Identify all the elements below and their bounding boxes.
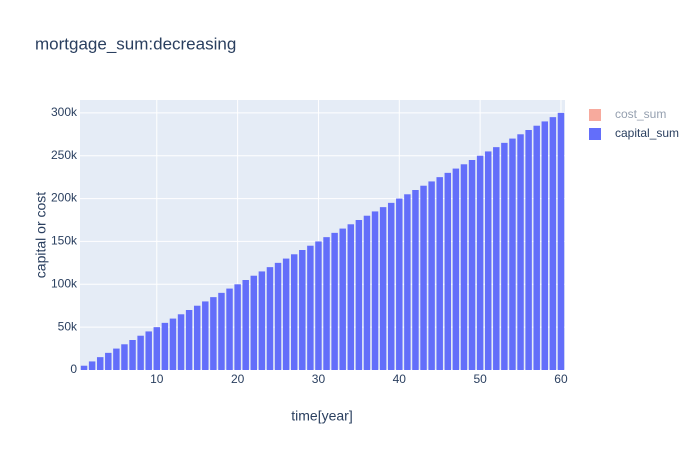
bar [169,318,177,370]
bar [153,327,161,370]
bar [436,177,443,370]
bar [137,335,144,370]
bar [113,348,120,370]
x-axis-title: time[year] [291,408,352,424]
bar [339,228,346,370]
bar [242,280,249,370]
bar [525,130,532,370]
bar [145,331,152,370]
bar [533,125,540,370]
y-tick-label: 0 [70,362,77,376]
legend-label: capital_sum [615,126,679,140]
bar [484,151,492,370]
legend-swatch [589,109,601,121]
x-tick-label: 30 [312,372,326,386]
bar [396,198,403,370]
bar [452,168,460,370]
bar [541,121,549,370]
bar [177,314,185,370]
bar [234,284,241,370]
bar [355,220,363,370]
bar [468,160,476,370]
bar [250,275,258,370]
bar [290,254,298,370]
bar [460,164,468,370]
y-tick-label: 50k [58,319,78,333]
bar [121,344,128,370]
bar [226,288,233,370]
x-tick-label: 60 [554,372,568,386]
legend-label: cost_sum [615,107,666,121]
bar [387,202,395,370]
bar [161,322,169,370]
bar [493,147,500,370]
legend-swatch [589,128,601,140]
bar [444,172,452,370]
bar [105,352,112,370]
bar [193,305,201,370]
bar [307,245,314,370]
y-tick-label: 250k [51,148,78,162]
bar [331,232,338,370]
bar [501,142,508,370]
y-axis-title: capital or cost [33,192,49,278]
bar [218,292,225,370]
y-tick-label: 200k [51,191,78,205]
bar [80,365,88,370]
bar [371,211,379,370]
bar [323,237,330,370]
bar [404,194,411,370]
bar [88,361,96,370]
bar [363,215,371,370]
x-tick-label: 10 [150,372,164,386]
bar [509,138,516,370]
bar [282,258,290,370]
bar [517,134,524,370]
bar [347,224,355,370]
plot-area [80,100,565,370]
bar [266,267,274,370]
bar [420,185,427,370]
y-tick-label: 100k [51,276,78,290]
bar [557,112,565,370]
x-tick-label: 20 [231,372,245,386]
bar [412,190,419,370]
bar [428,181,435,370]
bar [379,207,387,370]
x-tick-label: 40 [393,372,407,386]
bar [185,310,193,370]
bar [299,250,306,370]
y-tick-label: 300k [51,105,78,119]
bar [129,340,136,370]
x-tick-label: 50 [473,372,487,386]
bar [315,241,322,370]
bar [476,155,484,370]
bar [258,271,266,370]
bar [549,117,557,371]
chart-title: mortgage_sum:decreasing [35,34,236,53]
bar [96,357,104,370]
bar [274,262,282,370]
y-tick-label: 150k [51,234,78,248]
bar [210,297,217,370]
bar [202,301,209,370]
